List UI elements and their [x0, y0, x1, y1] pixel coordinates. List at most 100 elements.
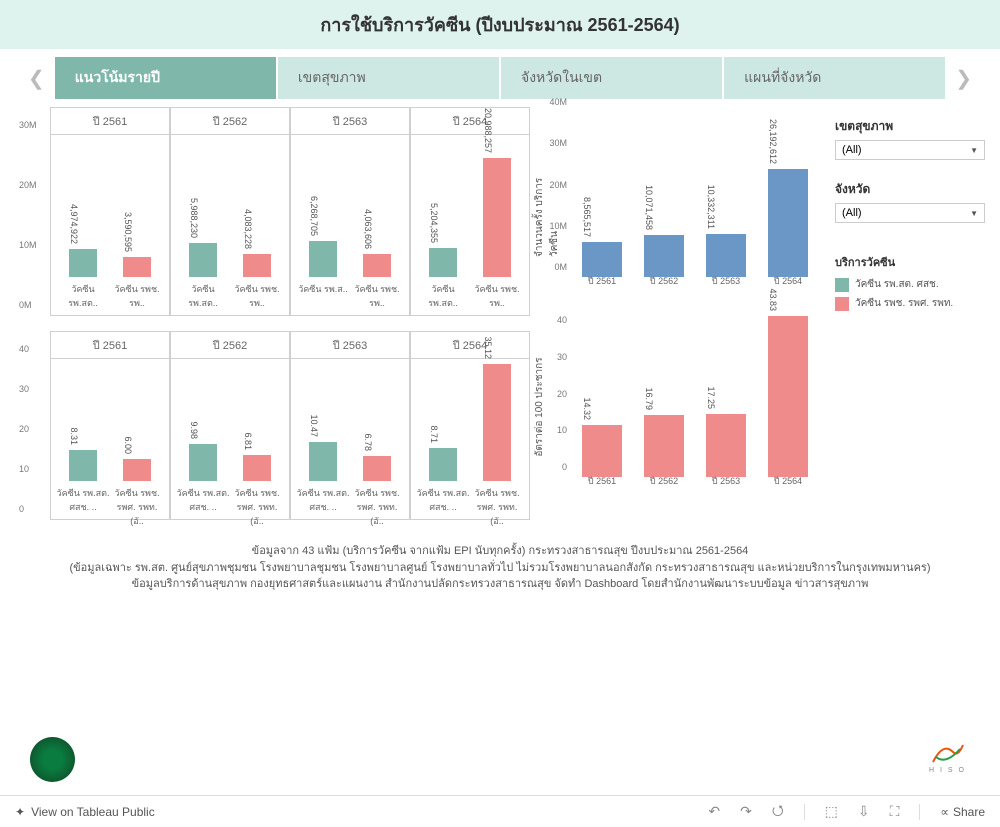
bar[interactable]: 16.79: [644, 415, 684, 477]
bar-value-label: 10.47: [309, 414, 319, 437]
filter-region-select[interactable]: (All): [835, 140, 985, 160]
year-col: ปี 2563 10.47 วัคซีน รพ.สต. ศสช. .. 6.78 วัค…: [290, 331, 410, 520]
bar-value-label: 16.79: [644, 388, 654, 411]
bar[interactable]: 9.98: [189, 444, 217, 481]
charts-right: จำนวนครั้ง บริการวัคซีน 0M10M20M30M40M 8…: [540, 107, 820, 535]
tab-3[interactable]: แผนที่จังหวัด: [724, 57, 945, 99]
bar[interactable]: 5,988,230: [189, 243, 217, 277]
x-label: วัคซีน รพ.สต..: [416, 282, 470, 310]
bar[interactable]: 20,988,257: [483, 158, 511, 277]
bar-value-label: 14.32: [582, 397, 592, 420]
bar[interactable]: 4,083,228: [243, 254, 271, 277]
y-tick: 20M: [549, 180, 567, 190]
download-icon[interactable]: ⇩: [858, 803, 870, 820]
hiso-logo: H I S O: [925, 737, 970, 782]
tabs-container: ❮ แนวโน้มรายปีเขตสุขภาพจังหวัดในเขตแผนที…: [0, 49, 1000, 107]
bar[interactable]: 4,063,606: [363, 254, 391, 277]
x-label: วัคซีน รพช. รพ..: [110, 282, 164, 310]
x-label: วัคซีน รพช. รพ..: [470, 282, 524, 310]
fullscreen-icon[interactable]: ⛶: [890, 803, 900, 820]
next-arrow-icon[interactable]: ❯: [947, 66, 980, 91]
x-label: วัคซีน รพ.สต. ศสช. ..: [176, 486, 230, 514]
bar[interactable]: 10.47: [309, 442, 337, 481]
legend-label: วัคซีน รพ.สต. ศสช.: [855, 277, 939, 292]
legend-item[interactable]: วัคซีน รพช. รพศ. รพท.: [835, 296, 985, 311]
x-label: วัคซีน รพ.สต..: [176, 282, 230, 310]
redo-icon[interactable]: ↷: [740, 803, 752, 820]
x-label: ปี 2563: [712, 274, 740, 302]
y-tick: 30M: [549, 138, 567, 148]
bar[interactable]: 17.25: [706, 414, 746, 477]
revert-icon[interactable]: ⭯: [772, 800, 784, 824]
bar-value-label: 43.83: [768, 289, 778, 312]
bar-value-label: 35.12: [483, 336, 493, 359]
filter-region-label: เขตสุขภาพ: [835, 117, 985, 136]
bar[interactable]: 35.12: [483, 364, 511, 481]
x-label: วัคซีน รพช. รพศ. รพท. (อั..: [230, 486, 284, 514]
device-icon[interactable]: ⬚: [825, 803, 838, 820]
bar[interactable]: 43.83: [768, 316, 808, 477]
y-tick: 0M: [554, 262, 567, 272]
bar[interactable]: 8,565,517: [582, 242, 622, 277]
top-left-chart: จำนวนครั้ง บริการวัคซีน ปี 25610M10M20M3…: [10, 107, 530, 316]
year-header: ปี 2564: [411, 332, 529, 359]
bar-value-label: 10,071,458: [644, 185, 654, 230]
year-header: ปี 2562: [171, 108, 289, 135]
x-label: ปี 2563: [712, 474, 740, 502]
x-label: วัคซีน รพช. รพ..: [350, 282, 404, 310]
y-tick: 30M: [19, 120, 169, 130]
bar[interactable]: 8.71: [429, 448, 457, 481]
y-tick: 40: [19, 344, 169, 354]
bar-value-label: 4,083,228: [243, 209, 253, 249]
bar[interactable]: 6.00: [123, 459, 151, 482]
legend-swatch: [835, 297, 849, 311]
moph-logo: [30, 737, 75, 782]
top-right-chart: จำนวนครั้ง บริการวัคซีน 0M10M20M30M40M 8…: [540, 107, 820, 307]
legend-label: วัคซีน รพช. รพศ. รพท.: [855, 296, 953, 311]
x-label: ปี 2564: [774, 474, 802, 502]
year-header: ปี 2564: [411, 108, 529, 135]
undo-icon[interactable]: ↶: [708, 803, 720, 820]
x-label: วัคซีน รพ.สต. ศสช. ..: [296, 486, 350, 514]
footer-logos: H I S O: [0, 737, 1000, 782]
bottom-left-chart: อัตราต่อ 100 ประชากร ปี 25610102030408.3…: [10, 331, 530, 520]
legend-item[interactable]: วัคซีน รพ.สต. ศสช.: [835, 277, 985, 292]
bar[interactable]: 6.78: [363, 456, 391, 481]
x-label: ปี 2561: [588, 274, 616, 302]
bar[interactable]: 6.81: [243, 455, 271, 481]
y-tick: 10M: [549, 221, 567, 231]
x-label: วัคซีน รพ.สต. ศสช. ..: [416, 486, 470, 514]
tab-1[interactable]: เขตสุขภาพ: [278, 57, 499, 99]
year-col: ปี 25610M10M20M30M4,974,922วัคซีน รพ.สต.…: [50, 107, 170, 316]
bar[interactable]: 3,590,595: [123, 257, 151, 277]
bar[interactable]: 10,332,311: [706, 234, 746, 277]
bar-value-label: 4,063,606: [363, 209, 373, 249]
bar-value-label: 6,268,705: [309, 196, 319, 236]
bar[interactable]: 14.32: [582, 425, 622, 478]
view-on-tableau-link[interactable]: ✦ View on Tableau Public: [15, 805, 155, 819]
prev-arrow-icon[interactable]: ❮: [20, 66, 53, 91]
x-label: วัคซีน รพช. รพศ. รพท. (อั..: [350, 486, 404, 514]
legend-swatch: [835, 278, 849, 292]
bar[interactable]: 5,204,355: [429, 248, 457, 277]
x-label: วัคซีน รพ.สต. ศสช. ..: [56, 486, 110, 514]
footer-text: ข้อมูลจาก 43 แฟ้ม (บริการวัคซีน จากแฟ้ม …: [0, 535, 1000, 601]
year-header: ปี 2563: [291, 332, 409, 359]
y-tick: 40M: [549, 97, 567, 107]
tab-0[interactable]: แนวโน้มรายปี: [55, 57, 276, 99]
filter-province-select[interactable]: (All): [835, 203, 985, 223]
bar[interactable]: 26,192,612: [768, 169, 808, 277]
year-col: ปี 25610102030408.31วัคซีน รพ.สต. ศสช. .…: [50, 331, 170, 520]
tab-2[interactable]: จังหวัดในเขต: [501, 57, 722, 99]
bar[interactable]: 6,268,705: [309, 241, 337, 277]
tabs: แนวโน้มรายปีเขตสุขภาพจังหวัดในเขตแผนที่จ…: [55, 57, 945, 99]
bar-value-label: 10,332,311: [706, 185, 716, 229]
bar[interactable]: 8.31: [69, 450, 97, 481]
bar[interactable]: 4,974,922: [69, 249, 97, 277]
bar[interactable]: 10,071,458: [644, 235, 684, 277]
year-col: ปี 25625,988,230วัคซีน รพ.สต..4,083,228ว…: [170, 107, 290, 316]
bar-value-label: 4,974,922: [69, 204, 79, 244]
bar-value-label: 9.98: [189, 421, 199, 439]
share-button[interactable]: ∝ Share: [940, 805, 985, 819]
x-label: วัคซีน รพ.สต..: [56, 282, 110, 310]
